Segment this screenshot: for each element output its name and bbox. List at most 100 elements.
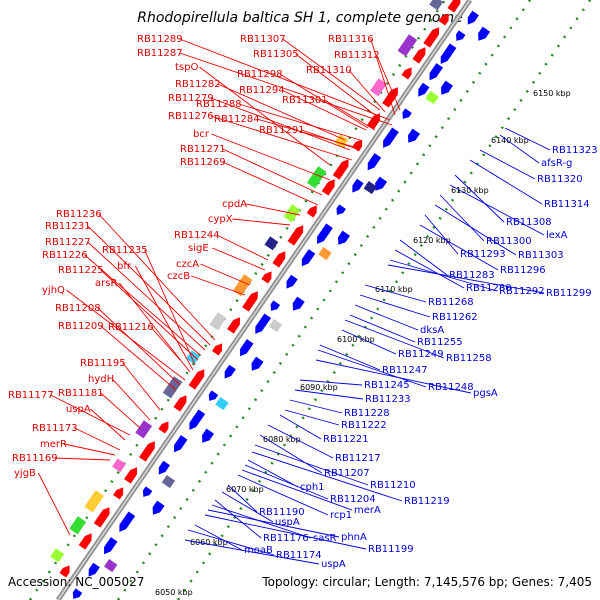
reverse-gene-label: RB11293 [460,249,506,260]
reverse-gene-arrow-shape [352,178,364,193]
feature-track-block [397,34,418,57]
forward-gene-label: bcr [193,129,210,140]
reverse-leader-line [184,539,320,565]
forward-leader-line [119,282,191,373]
forward-leader-line [179,52,393,126]
feature-track-block-shape [69,516,87,535]
reverse-gene-label: afsR-g [541,158,572,169]
reverse-gene-arrow [402,108,412,119]
forward-gene-arrow-shape [173,395,187,412]
reverse-leader-line [319,344,381,371]
forward-leader-line [90,408,126,441]
forward-leader-line [37,472,71,536]
forward-leader-line [87,241,206,351]
forward-gene-arrow-shape [423,27,440,48]
forward-leader-line [84,254,201,356]
forward-gene-label: RB11289 [137,34,183,45]
reverse-label-leaders [184,127,551,565]
forward-gene-arrow-shape [272,251,286,268]
reverse-gene-arrow-shape [440,43,457,64]
forward-leader-line [66,289,186,381]
reverse-gene-arrow-shape [208,390,219,401]
forward-gene-arrow [242,291,258,312]
reverse-leader-line [354,304,419,331]
reverse-gene-label: RB11210 [370,480,416,491]
reverse-leader-line [279,414,322,440]
forward-gene-arrow [113,487,124,500]
reverse-leader-line [194,524,243,551]
forward-leader-line [301,129,361,151]
feature-track-block-reverse-shape [425,91,439,105]
reverse-gene-arrow-outer-shape [251,356,264,371]
forward-leader-line [100,325,177,391]
forward-gene-arrow-shape [367,113,381,130]
reverse-gene-label: RB11199 [368,544,414,555]
feature-track-block [135,420,153,439]
feature-track-block-reverse [104,559,118,573]
forward-gene-label: sigE [188,243,209,254]
feature-track-block [306,166,327,189]
forward-gene-arrow [447,0,461,13]
feature-track-block [370,78,387,97]
reverse-gene-label: cph1 [300,482,325,493]
forward-gene-label: RB11195 [80,358,126,369]
feature-track-block-reverse [268,319,283,333]
forward-gene-arrow [438,13,449,26]
forward-leader-line [281,89,367,131]
forward-leader-line [150,326,181,361]
feature-track-block-reverse [161,475,176,489]
reverse-gene-arrow [142,486,153,497]
forward-gene-label: czcB [167,271,190,282]
reverse-leader-line [237,474,329,516]
kbp-tick-label: 6130 kbp [451,186,489,195]
feature-track-block-reverse-shape [215,397,229,411]
feature-track-block [209,312,227,331]
reverse-leader-line [317,349,427,388]
reverse-leader-line [344,319,445,359]
forward-gene-arrow [158,421,169,434]
reverse-gene-arrow [240,339,254,357]
forward-leader-line [222,148,323,196]
reverse-gene-arrow [270,300,281,311]
reverse-gene-arrow-shape [224,364,236,379]
forward-gene-label: RB11216 [108,322,154,333]
kbp-tick-label: 6090 kbp [300,383,338,392]
reverse-gene-arrow-shape [174,435,188,453]
reverse-gene-arrow [286,274,298,289]
forward-gene-arrow [287,225,304,246]
forward-gene-arrow [367,113,381,130]
reverse-leader-line [289,399,343,414]
feature-track-block-reverse-shape [104,559,118,573]
forward-gene-label: RB11236 [56,209,102,220]
forward-gene-label: RB11209 [58,321,104,332]
reverse-gene-label: RB11323 [552,145,598,156]
forward-leader-line [217,83,346,141]
forward-leader-line [100,392,141,429]
reverse-gene-label: RB11248 [428,382,474,393]
reverse-gene-label: RB11245 [364,380,410,391]
feature-track-block-shape [209,312,227,331]
reverse-gene-arrow [72,588,83,599]
reverse-gene-label: RB11300 [486,236,532,247]
kbp-tick-label: 6150 kbp [533,89,571,98]
forward-gene-label: RB11173 [32,423,78,434]
reverse-gene-label: RB11258 [446,353,492,364]
reverse-gene-arrow-shape [270,300,281,311]
forward-leader-line [246,203,301,216]
feature-track-block-reverse-shape [363,181,377,195]
reverse-leader-line [394,249,465,289]
feature-track-block-shape [264,236,279,251]
reverse-gene-arrow [383,127,399,148]
forward-gene-label: RB11305 [253,49,299,60]
forward-gene-label: RB11276 [168,111,214,122]
forward-gene-label: RB11282 [175,79,221,90]
forward-gene-arrow-shape [188,369,205,390]
kbp-tick-label: 6050 kbp [155,588,193,597]
reverse-gene-label: lexA [546,230,568,241]
reverse-gene-arrow [104,537,118,555]
reverse-gene-arrow-shape [317,223,333,244]
reverse-gene-label: RB11283 [449,270,495,281]
feature-track-block-shape [84,490,104,513]
forward-gene-label: RB11288 [196,99,242,110]
feature-track-block-reverse [215,397,229,411]
